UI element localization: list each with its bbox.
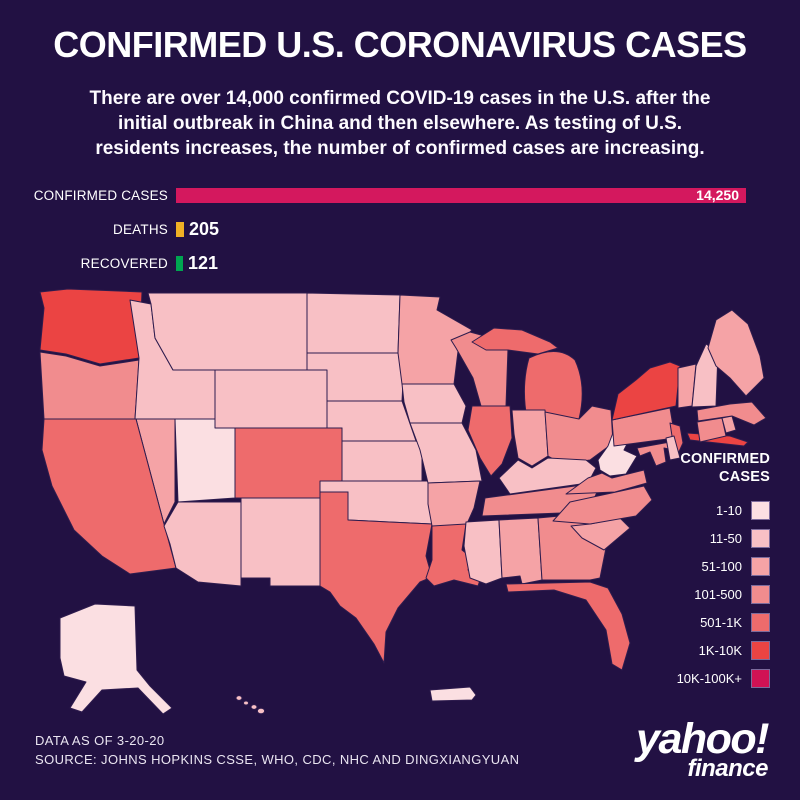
yahoo-wordmark: yahoo! xyxy=(636,715,769,763)
state-mi xyxy=(523,351,583,420)
state-hi-island-4 xyxy=(256,707,266,715)
state-ak xyxy=(59,603,173,715)
legend-row: 1K-10K xyxy=(600,636,770,664)
state-il xyxy=(467,405,513,477)
legend-row: 101-500 xyxy=(600,580,770,608)
state-nm xyxy=(240,497,321,587)
bar-value-recovered: 121 xyxy=(188,252,219,273)
bar-value-confirmed: 14,250 xyxy=(696,187,739,203)
state-al xyxy=(498,517,543,585)
state-hi-island-3 xyxy=(250,704,258,710)
subtitle-line-3: residents increases, the number of confi… xyxy=(95,138,705,159)
legend-title: CONFIRMED CASES xyxy=(680,451,770,485)
state-mo xyxy=(409,422,483,484)
legend-swatch xyxy=(751,668,770,688)
bar-row-confirmed: CONFIRMED CASES 14,250 14,250 xyxy=(0,185,800,205)
state-or xyxy=(39,351,140,420)
bar-track: 121 121 xyxy=(176,253,218,274)
state-ct xyxy=(696,417,727,443)
state-mt xyxy=(147,292,308,371)
footer-source-note: DATA AS OF 3-20-20 SOURCE: JOHNS HOPKINS… xyxy=(35,731,519,769)
subtitle-line-1: There are over 14,000 confirmed COVID-19… xyxy=(89,88,711,109)
state-ar xyxy=(427,480,481,527)
legend-row: 51-100 xyxy=(600,552,770,580)
state-de xyxy=(665,435,681,461)
state-fl xyxy=(505,581,631,671)
bar-row-deaths: DEATHS 205 205 xyxy=(0,219,800,239)
state-ks xyxy=(341,440,423,482)
state-wa xyxy=(39,288,143,365)
state-nd xyxy=(306,292,401,354)
legend-swatch xyxy=(751,528,770,548)
legend-swatch xyxy=(751,500,770,520)
yahoo-finance-logo: yahoo! finance xyxy=(636,715,769,782)
state-ma xyxy=(696,401,767,426)
legend-row: 11-50 xyxy=(600,524,770,552)
bar-label-deaths: DEATHS xyxy=(113,221,168,237)
state-wy xyxy=(214,369,328,429)
state-mi-upper xyxy=(471,327,559,355)
state-ny xyxy=(611,361,681,421)
bar-confirmed: 14,250 xyxy=(176,187,746,203)
state-hi-island-2 xyxy=(243,700,249,706)
state-hi-island-1 xyxy=(235,695,243,701)
legend-swatch xyxy=(751,640,770,660)
legend-row: 501-1K xyxy=(600,608,770,636)
state-ut xyxy=(174,418,236,503)
legend-row: 1-10 xyxy=(600,496,770,524)
legend-swatch xyxy=(751,556,770,576)
subtitle-line-2: initial outbreak in China and then elsew… xyxy=(117,113,683,134)
bar-value-deaths: 205 xyxy=(189,218,220,239)
finance-wordmark: finance xyxy=(687,755,768,782)
state-tx xyxy=(319,491,433,664)
bar-row-recovered: RECOVERED 121 121 xyxy=(0,253,800,273)
source-line: SOURCE: JOHNS HOPKINS CSSE, WHO, CDC, NH… xyxy=(35,752,520,767)
summary-bar-chart: CONFIRMED CASES 14,250 14,250 DEATHS 205… xyxy=(0,185,800,287)
data-as-of: DATA AS OF 3-20-20 xyxy=(35,733,165,748)
bar-track: 14,250 14,250 xyxy=(176,187,746,203)
state-ms xyxy=(463,519,503,585)
state-me xyxy=(707,309,765,397)
state-ia xyxy=(401,383,467,424)
territory-pr xyxy=(429,686,477,702)
state-nh xyxy=(691,343,719,408)
bar-label-confirmed: CONFIRMED CASES xyxy=(33,187,168,203)
state-in xyxy=(511,409,549,467)
page-title: CONFIRMED U.S. CORONAVIRUS CASES xyxy=(53,24,747,65)
state-va xyxy=(565,469,648,495)
legend-row: 10K-100K+ xyxy=(600,664,770,692)
us-choropleth-map xyxy=(39,288,767,715)
state-az xyxy=(163,501,242,587)
state-nc xyxy=(552,485,653,525)
map-legend: CONFIRMED CASES 1-10 11-50 51-100 101-50… xyxy=(600,450,770,692)
bar-deaths: 205 xyxy=(176,221,184,237)
page-subtitle: There are over 14,000 confirmed COVID-19… xyxy=(0,86,800,161)
bar-recovered: 121 xyxy=(176,255,183,271)
state-ca xyxy=(41,418,177,575)
state-ky xyxy=(498,457,597,495)
bar-label-recovered: RECOVERED xyxy=(80,255,168,271)
legend-swatch xyxy=(751,612,770,632)
bar-track: 205 205 xyxy=(176,219,219,240)
legend-swatch xyxy=(751,584,770,604)
